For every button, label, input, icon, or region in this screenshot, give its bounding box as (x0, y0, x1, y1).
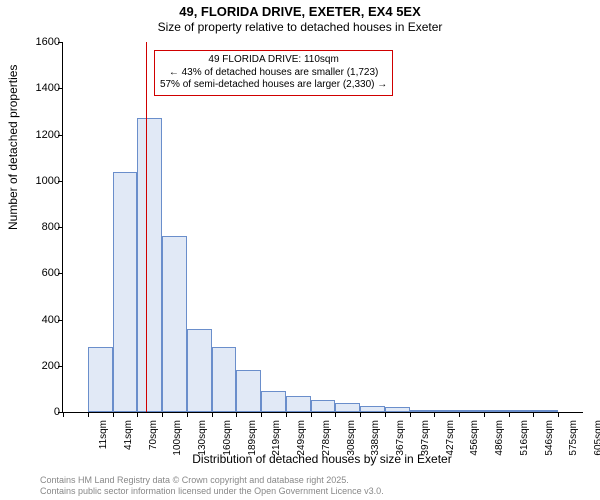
x-tick-label: 189sqm (247, 420, 258, 460)
property-marker-line (146, 42, 147, 412)
x-tick-label: 397sqm (420, 420, 431, 460)
x-tick-mark (311, 412, 312, 417)
plot-area: 49 FLORIDA DRIVE: 110sqm← 43% of detache… (62, 42, 583, 413)
y-tick-label: 1600 (24, 36, 60, 48)
histogram-bar (137, 118, 162, 412)
x-tick-label: 11sqm (98, 420, 109, 460)
x-tick-mark (509, 412, 510, 417)
x-tick-label: 130sqm (197, 420, 208, 460)
x-tick-mark (236, 412, 237, 417)
x-tick-label: 516sqm (519, 420, 530, 460)
y-tick-label: 1200 (24, 129, 60, 141)
histogram-bar (212, 347, 237, 412)
histogram-bar (385, 407, 410, 412)
footer-line1: Contains HM Land Registry data © Crown c… (40, 475, 384, 486)
x-tick-label: 486sqm (494, 420, 505, 460)
x-tick-mark (335, 412, 336, 417)
histogram-bar (459, 410, 484, 412)
footer-line2: Contains public sector information licen… (40, 486, 384, 497)
y-tick-label: 800 (24, 221, 60, 233)
x-tick-label: 160sqm (222, 420, 233, 460)
footer-attribution: Contains HM Land Registry data © Crown c… (40, 475, 384, 497)
histogram-bar (533, 410, 558, 412)
y-tick-label: 1000 (24, 175, 60, 187)
histogram-bar (286, 396, 311, 412)
x-tick-label: 308sqm (346, 420, 357, 460)
y-tick-label: 600 (24, 267, 60, 279)
x-tick-mark (187, 412, 188, 417)
x-tick-label: 605sqm (593, 420, 600, 460)
histogram-bar (335, 403, 360, 412)
x-tick-mark (162, 412, 163, 417)
x-tick-label: 427sqm (445, 420, 456, 460)
y-tick-label: 0 (24, 406, 60, 418)
y-tick-label: 400 (24, 314, 60, 326)
x-tick-label: 546sqm (544, 420, 555, 460)
y-tick-label: 1400 (24, 82, 60, 94)
histogram-bar (509, 410, 534, 412)
x-tick-mark (137, 412, 138, 417)
x-tick-label: 249sqm (296, 420, 307, 460)
histogram-bar (261, 391, 286, 412)
x-tick-label: 575sqm (568, 420, 579, 460)
annotation-box: 49 FLORIDA DRIVE: 110sqm← 43% of detache… (154, 50, 393, 96)
annotation-line: 49 FLORIDA DRIVE: 110sqm (160, 54, 387, 67)
annotation-line: 57% of semi-detached houses are larger (… (160, 79, 387, 92)
histogram-bar (236, 370, 261, 412)
x-tick-label: 278sqm (321, 420, 332, 460)
x-tick-mark (63, 412, 64, 417)
x-tick-label: 70sqm (148, 420, 159, 460)
annotation-line: ← 43% of detached houses are smaller (1,… (160, 67, 387, 80)
y-axis-label: Number of detached properties (6, 65, 20, 230)
x-tick-mark (88, 412, 89, 417)
x-tick-mark (484, 412, 485, 417)
chart-container: 49, FLORIDA DRIVE, EXETER, EX4 5EX Size … (0, 0, 600, 500)
histogram-bar (113, 172, 138, 413)
histogram-bar (162, 236, 187, 412)
histogram-bar (484, 410, 509, 412)
x-tick-label: 100sqm (172, 420, 183, 460)
chart-subtitle: Size of property relative to detached ho… (0, 20, 600, 34)
x-tick-label: 367sqm (395, 420, 406, 460)
x-tick-label: 338sqm (370, 420, 381, 460)
histogram-bar (360, 406, 385, 412)
x-tick-mark (385, 412, 386, 417)
x-tick-mark (212, 412, 213, 417)
histogram-bar (88, 347, 113, 412)
x-tick-mark (459, 412, 460, 417)
x-tick-mark (533, 412, 534, 417)
x-tick-label: 41sqm (123, 420, 134, 460)
histogram-bar (434, 410, 459, 412)
y-tick-label: 200 (24, 360, 60, 372)
x-tick-mark (434, 412, 435, 417)
histogram-bar (311, 400, 336, 412)
x-tick-mark (286, 412, 287, 417)
x-tick-mark (261, 412, 262, 417)
x-tick-mark (360, 412, 361, 417)
x-tick-mark (113, 412, 114, 417)
chart-title: 49, FLORIDA DRIVE, EXETER, EX4 5EX (0, 4, 600, 19)
x-tick-mark (558, 412, 559, 417)
x-tick-label: 219sqm (271, 420, 282, 460)
x-tick-mark (410, 412, 411, 417)
x-tick-label: 456sqm (469, 420, 480, 460)
histogram-bar (410, 410, 435, 412)
histogram-bar (187, 329, 212, 412)
